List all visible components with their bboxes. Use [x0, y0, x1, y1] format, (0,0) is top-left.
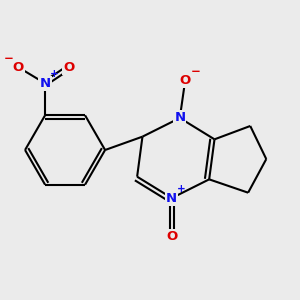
Text: +: +	[176, 184, 185, 194]
Text: N: N	[174, 112, 185, 124]
Text: N: N	[40, 77, 51, 90]
Text: −: −	[190, 65, 200, 78]
Text: +: +	[50, 69, 59, 79]
Text: N: N	[166, 191, 177, 205]
Text: −: −	[4, 52, 14, 65]
Text: O: O	[13, 61, 24, 74]
Text: O: O	[166, 230, 177, 244]
Text: O: O	[63, 61, 75, 74]
Text: O: O	[179, 74, 191, 87]
